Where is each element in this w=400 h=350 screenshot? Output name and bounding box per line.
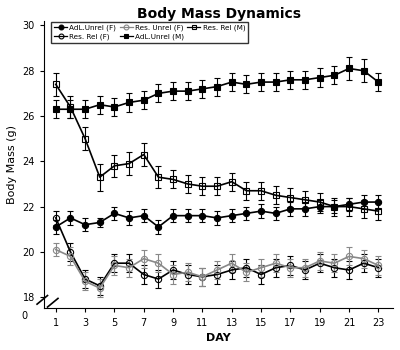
Legend: AdL.Unrel (F), Res. Rel (F), Res. Unrel (F), AdL.Unrel (M), Res. Rel (M): AdL.Unrel (F), Res. Rel (F), Res. Unrel … bbox=[51, 22, 248, 43]
Y-axis label: Body Mass (g): Body Mass (g) bbox=[7, 125, 17, 204]
Title: Body Mass Dynamics: Body Mass Dynamics bbox=[136, 7, 300, 21]
Text: 0: 0 bbox=[22, 312, 28, 321]
X-axis label: DAY: DAY bbox=[206, 333, 231, 343]
